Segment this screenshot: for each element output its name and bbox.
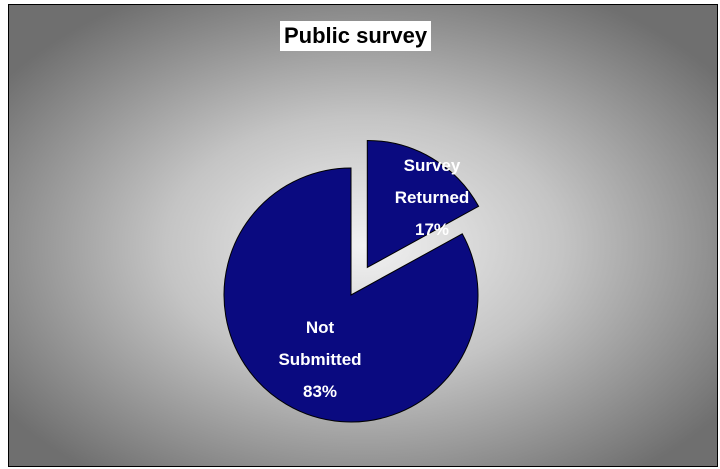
pie-slice-2 bbox=[223, 167, 479, 423]
pie-labels: Survey Returned 17% Not Submitted 83% bbox=[278, 156, 469, 401]
slice-label-line: Not bbox=[306, 318, 335, 337]
slice-label-line: 17% bbox=[415, 220, 449, 239]
pie-chart: Survey Returned 17% Not Submitted 83% bbox=[9, 5, 717, 466]
pie-slices bbox=[223, 139, 480, 423]
slice-label-line: Survey bbox=[404, 156, 461, 175]
slice-label-line: Submitted bbox=[278, 350, 361, 369]
slice-label-2: Not Submitted 83% bbox=[278, 318, 361, 401]
slice-label-1: Survey Returned 17% bbox=[395, 156, 470, 239]
pie-slice-1 bbox=[366, 139, 480, 269]
chart-area: Survey Returned 17% Not Submitted 83% Public … bbox=[8, 4, 718, 467]
slice-label-line: Returned bbox=[395, 188, 470, 207]
slice-label-line: 83% bbox=[303, 382, 337, 401]
chart-title: Public survey bbox=[280, 21, 432, 51]
